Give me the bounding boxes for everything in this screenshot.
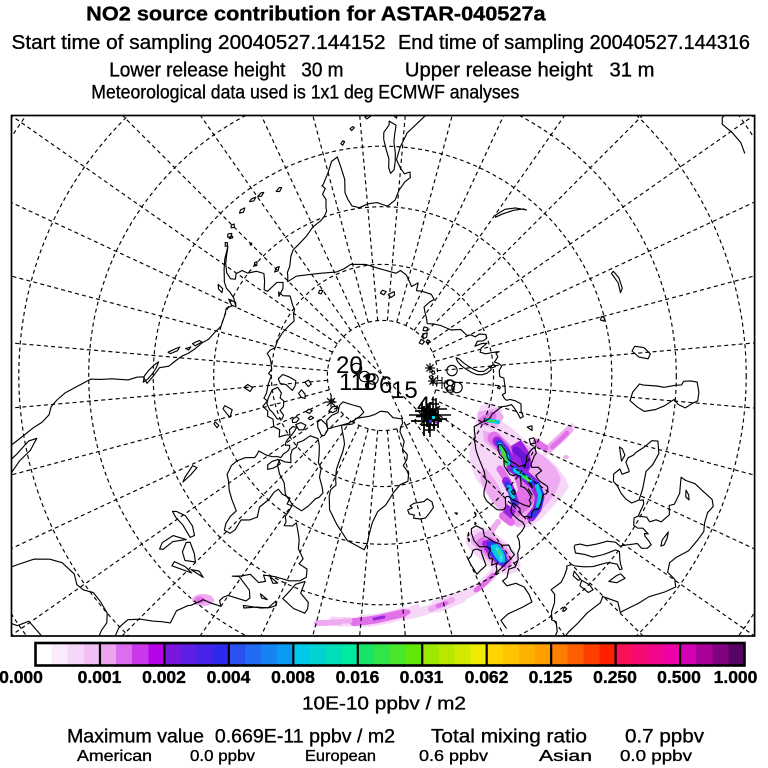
svg-text:0.016: 0.016	[336, 667, 380, 687]
svg-text:0.004: 0.004	[207, 667, 251, 687]
svg-text:NO2 source contribution for AS: NO2 source contribution for ASTAR-040527…	[86, 4, 546, 26]
svg-text:6: 6	[379, 372, 392, 399]
svg-text:European: European	[305, 748, 376, 765]
svg-text:0.008: 0.008	[271, 667, 315, 687]
svg-text:Lower release height 30 m: Lower release height 30 m	[109, 60, 343, 82]
svg-text:0.062: 0.062	[465, 667, 509, 687]
svg-text:0.000: 0.000	[0, 667, 43, 687]
svg-text:0.0 ppbv: 0.0 ppbv	[620, 748, 692, 765]
svg-text:10E-10 ppbv / m2: 10E-10 ppbv / m2	[302, 694, 466, 714]
svg-text:15: 15	[391, 377, 418, 404]
svg-text:Upper release height 31 m: Upper release height 31 m	[405, 60, 655, 82]
svg-text:0.500: 0.500	[657, 667, 701, 687]
svg-text:Asian: Asian	[539, 748, 592, 765]
svg-text:20: 20	[336, 352, 363, 379]
svg-text:0.6 ppbv: 0.6 ppbv	[419, 748, 488, 765]
svg-text:Start time of sampling 2004052: Start time of sampling 20040527.144152	[12, 32, 386, 54]
svg-text:Meteorological data used is 1x: Meteorological data used is 1x1 deg ECMW…	[91, 83, 519, 104]
svg-text:0.125: 0.125	[529, 667, 573, 687]
svg-text:8: 8	[445, 377, 456, 398]
svg-text:0.002: 0.002	[142, 667, 186, 687]
svg-text:1.000: 1.000	[714, 667, 758, 687]
svg-text:End time of sampling 20040527.: End time of sampling 20040527.144316	[398, 32, 750, 54]
svg-text:0.7 ppbv: 0.7 ppbv	[625, 726, 704, 748]
svg-text:0.031: 0.031	[400, 667, 444, 687]
svg-text:0.0 ppbv: 0.0 ppbv	[190, 748, 255, 765]
svg-text:American: American	[77, 748, 152, 765]
svg-text:0.001: 0.001	[78, 667, 122, 687]
svg-text:0.250: 0.250	[593, 667, 637, 687]
svg-text:Total mixing ratio: Total mixing ratio	[431, 726, 587, 748]
svg-text:Maximum value 0.669E-11 ppbv: Maximum value 0.669E-11 ppbv / m2	[67, 726, 395, 748]
svg-text:1: 1	[361, 369, 374, 396]
